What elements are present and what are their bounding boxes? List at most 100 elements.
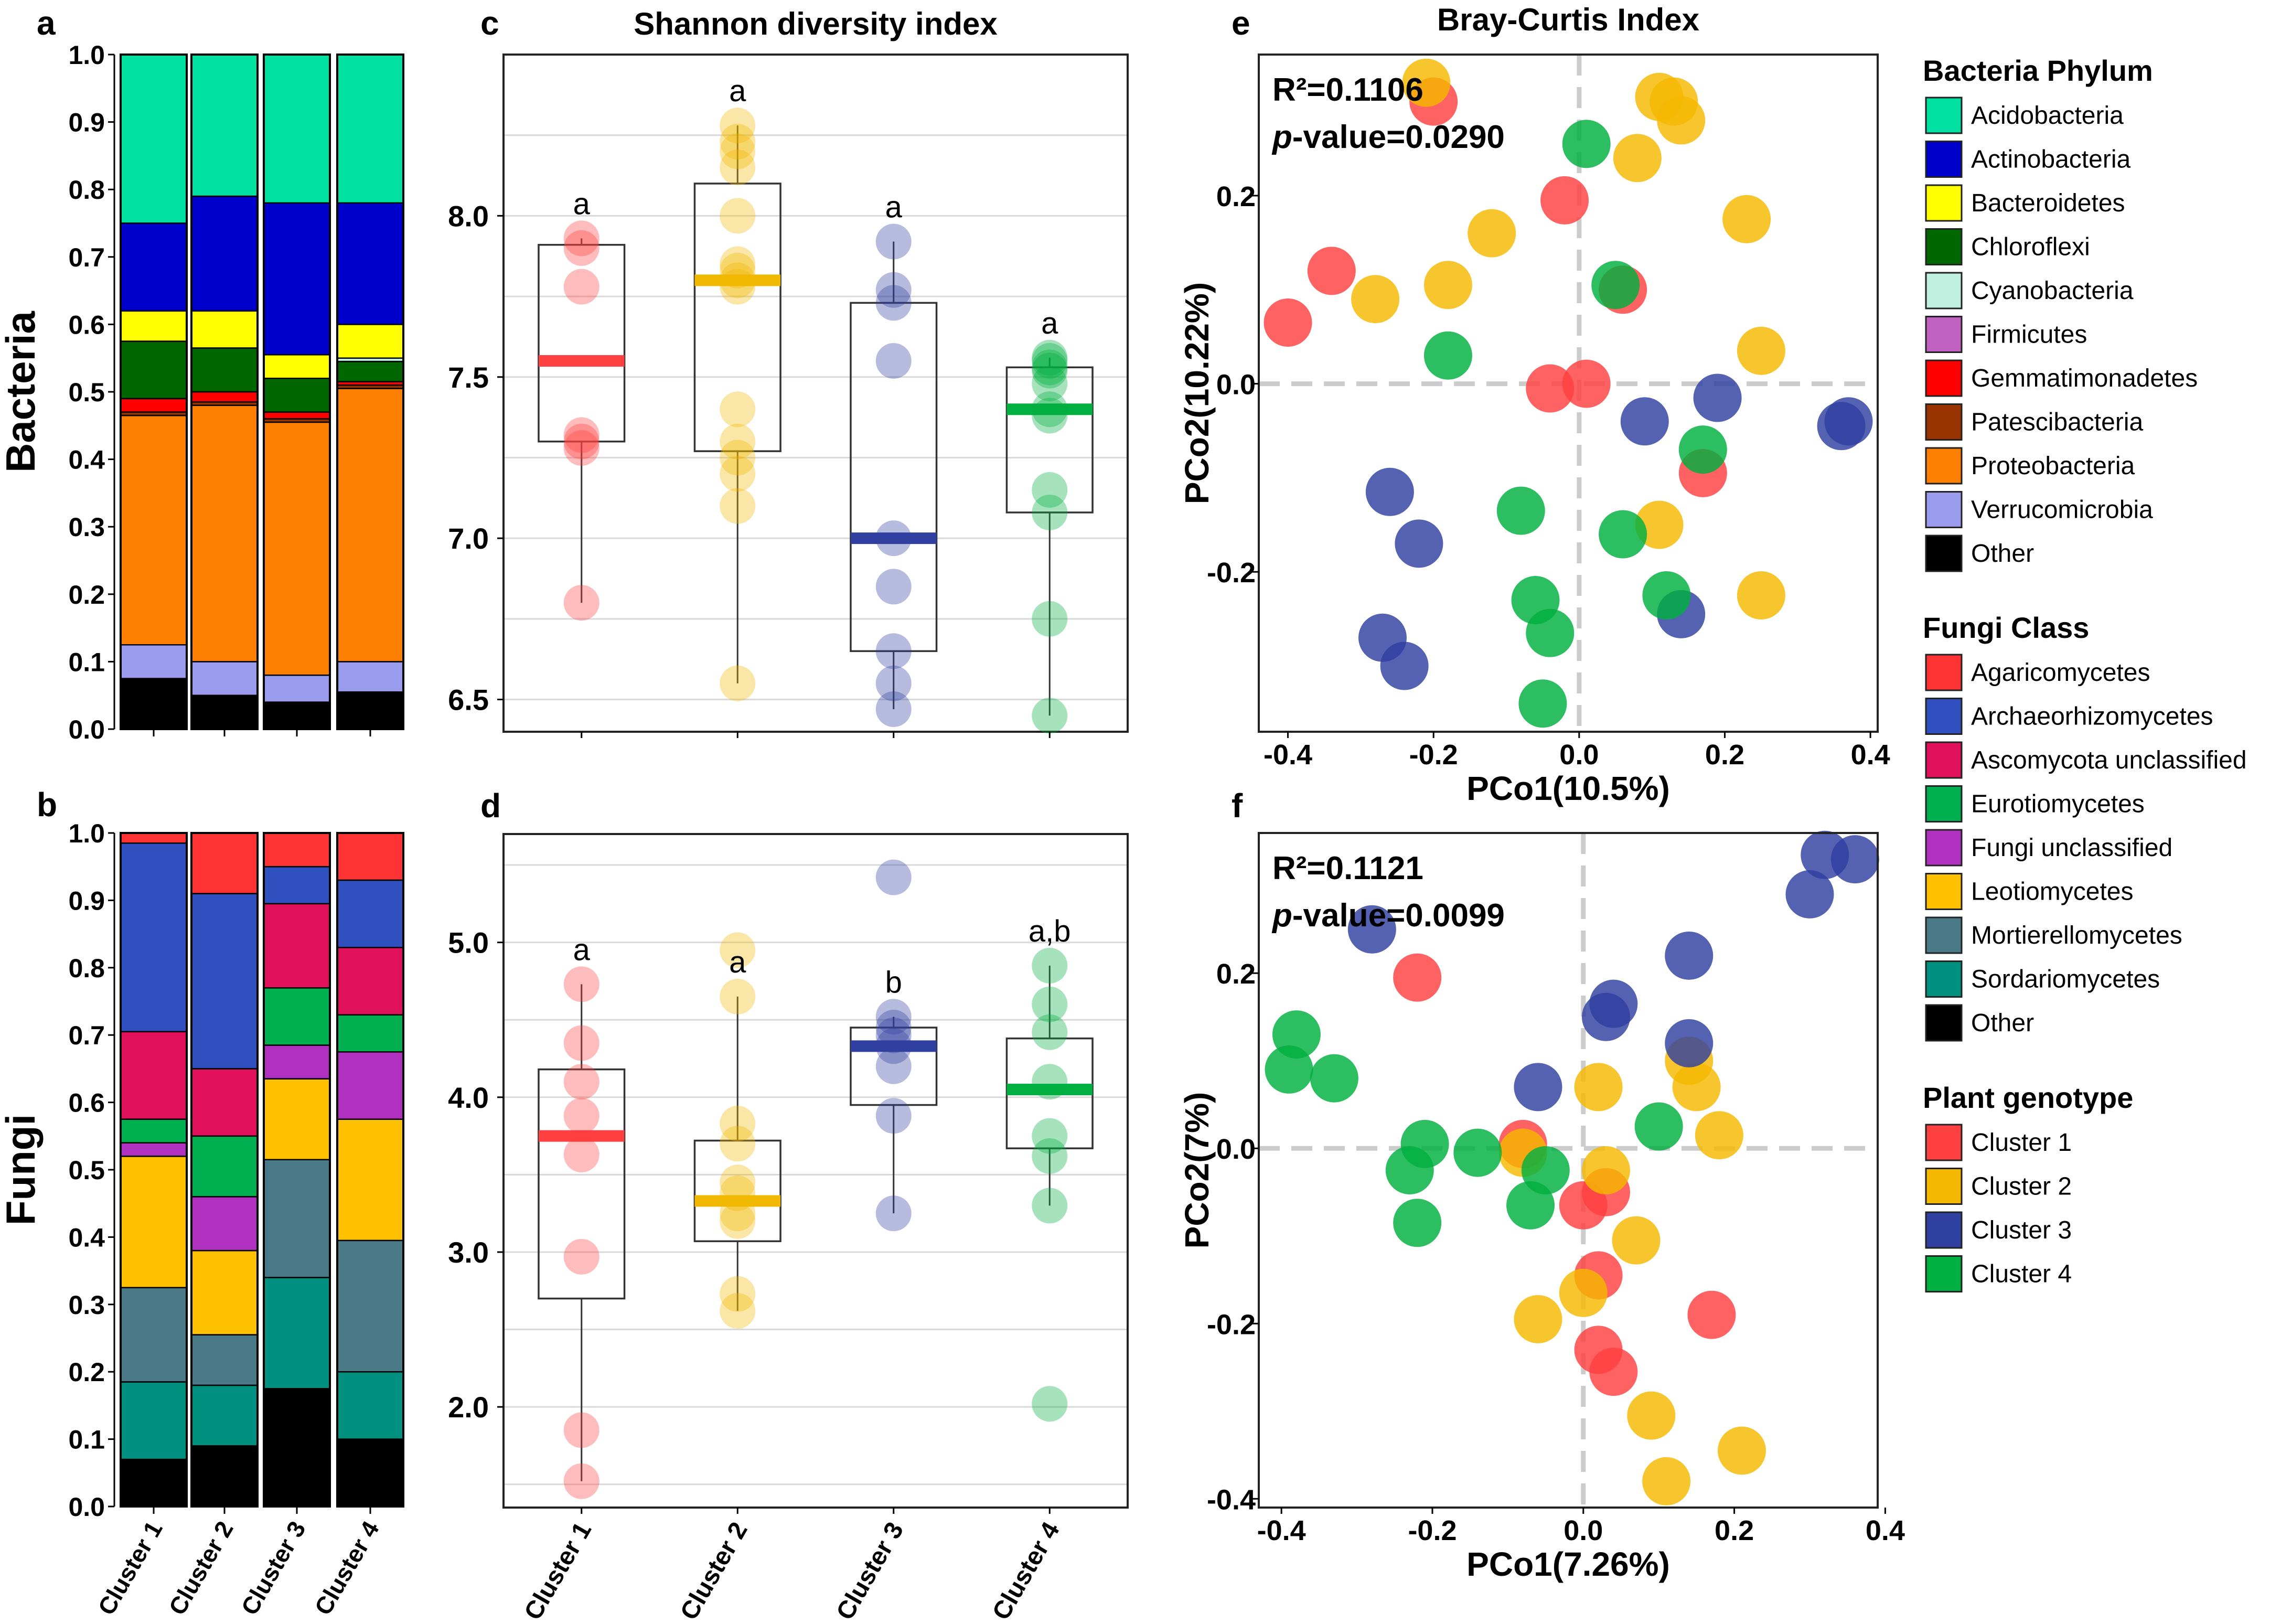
legend-swatch xyxy=(1925,654,1963,691)
point-cluster-1 xyxy=(1540,176,1589,225)
legend-title: Bacteria Phylum xyxy=(1923,54,2153,87)
data-point xyxy=(720,108,756,144)
data-point xyxy=(875,569,912,605)
y-axis-title: PCo2(10.22%) xyxy=(1178,282,1216,504)
bar-segment-chloroflexi xyxy=(120,340,188,400)
bar-segment-other xyxy=(190,695,259,730)
y-axis-title: PCo2(7%) xyxy=(1178,1092,1216,1249)
bar-segment-other xyxy=(120,678,188,730)
data-point xyxy=(720,440,756,476)
x-axis-title: PCo1(10.5%) xyxy=(1466,770,1670,807)
plot-frame xyxy=(502,54,1129,733)
p-value-text: -value=0.0290 xyxy=(1292,119,1505,155)
bar-segment-bacteroidetes xyxy=(120,310,188,342)
point-cluster-2 xyxy=(1635,500,1684,549)
box-iqr xyxy=(693,1139,781,1243)
point-cluster-3 xyxy=(1665,1019,1714,1067)
data-point xyxy=(563,269,599,305)
bar-segment-eurotiomycetes xyxy=(336,1014,404,1053)
data-point xyxy=(875,691,912,727)
y-tick-label: 6.5 xyxy=(448,683,489,717)
bar-segment-other xyxy=(336,1438,404,1508)
data-point xyxy=(875,1028,912,1064)
significance-letter: a xyxy=(1041,306,1058,340)
data-point xyxy=(720,246,756,282)
data-point xyxy=(720,391,756,428)
box-iqr xyxy=(693,183,781,452)
data-point xyxy=(875,343,912,379)
data-point xyxy=(720,269,756,305)
point-cluster-1 xyxy=(1562,359,1611,408)
data-point xyxy=(720,198,756,234)
legend-swatch xyxy=(1925,1124,1963,1161)
data-point xyxy=(720,978,756,1014)
legend-swatch xyxy=(1925,228,1963,265)
bar-segment-proteobacteria xyxy=(120,414,188,646)
bar-segment-gemmatimonadetes xyxy=(120,398,188,413)
legend-swatch xyxy=(1925,698,1963,735)
data-point xyxy=(720,488,756,524)
bar-segment-eurotiomycetes xyxy=(120,1118,188,1144)
data-point xyxy=(1032,472,1068,508)
x-tick-label: -0.4 xyxy=(1264,739,1312,771)
y-tick-label: 0.8 xyxy=(68,175,105,205)
data-point xyxy=(720,252,756,289)
point-cluster-4 xyxy=(1678,425,1727,474)
bar-segment-archaeorhizomycetes xyxy=(120,842,188,1033)
legend-label: Archaeorhizomycetes xyxy=(1971,703,2213,731)
y-tick-label: 0.2 xyxy=(68,1358,105,1387)
bar-segment-eurotiomycetes xyxy=(263,987,331,1046)
y-tick-label: 0.0 xyxy=(1216,369,1256,401)
point-cluster-1 xyxy=(1526,364,1575,413)
point-cluster-3 xyxy=(1785,870,1834,918)
x-tick-label: -0.2 xyxy=(1409,739,1458,771)
box-iqr xyxy=(538,1068,626,1300)
bar-segment-leotiomycetes xyxy=(190,1249,259,1335)
legend-swatch xyxy=(1925,873,1963,910)
legend-label: Firmicutes xyxy=(1971,321,2087,349)
panel-d: d 2.0 3.0 4.0 5.0 a Cluster 1 a Cluster 2 b Cluste… xyxy=(448,787,1129,1624)
x-tick-label: 0.4 xyxy=(1851,739,1890,771)
bar-segment-verrucomicrobia xyxy=(190,661,259,696)
data-point xyxy=(720,262,756,298)
point-cluster-3 xyxy=(1830,835,1879,884)
legend-swatch xyxy=(1925,403,1963,441)
point-cluster-1 xyxy=(1393,953,1442,1002)
p-value-symbol: p xyxy=(1271,898,1292,934)
data-point xyxy=(1032,343,1068,379)
x-tick-label: Cluster 3 xyxy=(235,1516,310,1619)
y-tick-label: 0.4 xyxy=(68,445,105,475)
data-point xyxy=(1032,494,1068,530)
legend-label: Patescibacteria xyxy=(1971,409,2143,436)
point-cluster-1 xyxy=(1264,298,1312,347)
point-cluster-4 xyxy=(1634,1102,1683,1151)
point-cluster-4 xyxy=(1265,1045,1313,1094)
bar-segment-archaeorhizomycetes xyxy=(190,893,259,1070)
y-tick-label: 1.0 xyxy=(68,819,105,848)
legend-fungi-class: Fungi Class Agaricomycetes Archaeorhizomyc… xyxy=(1923,611,2247,1042)
point-cluster-3 xyxy=(1620,397,1669,446)
point-cluster-3 xyxy=(1347,905,1396,954)
legend-label: Proteobacteria xyxy=(1971,452,2135,480)
legend-label: Gemmatimonadetes xyxy=(1971,365,2198,392)
p-value-text: -value=0.0099 xyxy=(1292,898,1505,934)
y-tick-label: 0.5 xyxy=(68,378,105,407)
point-cluster-2 xyxy=(1737,571,1785,620)
legend-label: Mortierellomycetes xyxy=(1971,922,2182,949)
legend-label: Ascomycota unclassified xyxy=(1971,746,2247,774)
legend-label: Bacteroidetes xyxy=(1971,189,2125,217)
point-cluster-4 xyxy=(1506,1181,1555,1230)
panel-e: e Bray-Curtis Index R²=0.1106 p-value=0.029… xyxy=(1178,2,1890,807)
data-point xyxy=(1032,986,1068,1022)
point-cluster-2 xyxy=(1672,1063,1721,1112)
data-point xyxy=(1032,391,1068,428)
y-axis-title: Fungi xyxy=(0,1114,44,1225)
point-cluster-2 xyxy=(1642,1457,1691,1505)
data-point xyxy=(1032,1064,1068,1100)
y-tick-label: 0.7 xyxy=(68,1021,105,1050)
y-tick-label: 2.0 xyxy=(448,1391,489,1424)
bar-segment-acidobacteria xyxy=(263,54,331,204)
legend-label: Eurotiomycetes xyxy=(1971,790,2145,818)
panel-label: f xyxy=(1232,787,1243,825)
